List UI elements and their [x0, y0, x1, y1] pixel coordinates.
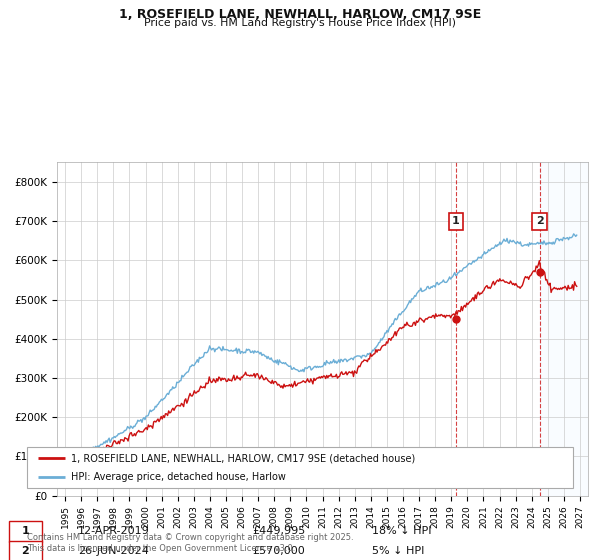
- Text: 12-APR-2019: 12-APR-2019: [78, 526, 150, 536]
- Text: Contains HM Land Registry data © Crown copyright and database right 2025.
This d: Contains HM Land Registry data © Crown c…: [27, 533, 353, 553]
- Text: Price paid vs. HM Land Registry's House Price Index (HPI): Price paid vs. HM Land Registry's House …: [144, 18, 456, 29]
- Text: 2: 2: [536, 216, 544, 226]
- Text: 1, ROSEFIELD LANE, NEWHALL, HARLOW, CM17 9SE: 1, ROSEFIELD LANE, NEWHALL, HARLOW, CM17…: [119, 8, 481, 21]
- Text: 26-JUN-2024: 26-JUN-2024: [78, 546, 149, 556]
- Text: 5% ↓ HPI: 5% ↓ HPI: [372, 546, 424, 556]
- FancyBboxPatch shape: [9, 542, 42, 560]
- Text: £449,995: £449,995: [252, 526, 305, 536]
- FancyBboxPatch shape: [27, 447, 573, 488]
- Text: £570,000: £570,000: [252, 546, 305, 556]
- Text: 1: 1: [22, 526, 29, 536]
- Text: 1, ROSEFIELD LANE, NEWHALL, HARLOW, CM17 9SE (detached house): 1, ROSEFIELD LANE, NEWHALL, HARLOW, CM17…: [71, 453, 415, 463]
- Text: 1: 1: [452, 216, 460, 226]
- Text: HPI: Average price, detached house, Harlow: HPI: Average price, detached house, Harl…: [71, 472, 286, 482]
- FancyBboxPatch shape: [9, 521, 42, 542]
- Text: 2: 2: [22, 546, 29, 556]
- Bar: [539, 162, 588, 496]
- Text: 18% ↓ HPI: 18% ↓ HPI: [372, 526, 431, 536]
